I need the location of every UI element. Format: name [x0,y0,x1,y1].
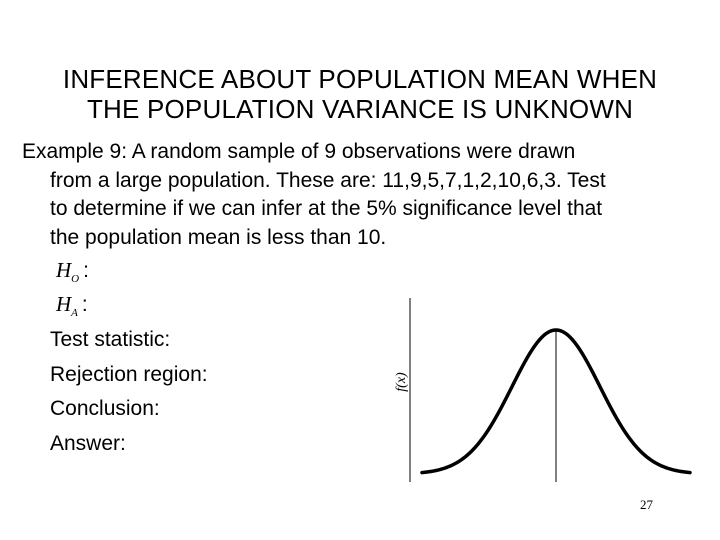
example-line-3: to determine if we can infer at the 5% s… [50,197,603,220]
step-test-statistic: Test statistic: [50,328,171,351]
alt-hypothesis-symbol: H [56,292,72,316]
title-line-2: THE POPULATION VARIANCE IS UNKNOWN [86,94,634,124]
example-label: Example 9: [22,140,128,163]
example-line-1-text: A random sample of 9 observations were d… [127,140,576,163]
null-hypothesis-subscript: O [71,273,80,285]
page-number: 27 [640,497,653,512]
step-rejection-region: Rejection region: [50,362,208,386]
distribution-graph: f(x) [394,298,692,482]
null-hypothesis: HO: [56,258,89,285]
alt-hypothesis-colon: : [81,293,88,316]
null-hypothesis-symbol: H [56,258,72,282]
slide-title: INFERENCE ABOUT POPULATION MEAN WHEN THE… [0,64,720,124]
example-line-2: from a large population. These are: 11,9… [50,168,606,192]
test-steps-list: Test statistic: Rejection region: Conclu… [50,326,208,464]
y-axis-label: f(x) [394,372,409,392]
example-line-4: the population mean is less than 10. [50,225,387,249]
example-text: Example 9: A random sample of 9 observat… [22,138,702,252]
step-answer: Answer: [50,431,126,455]
example-line-1: Example 9: A random sample of 9 observat… [22,138,702,167]
title-line-1: INFERENCE ABOUT POPULATION MEAN WHEN [62,64,658,94]
bell-curve [420,328,692,475]
alternative-hypothesis: HA: [56,292,88,319]
null-hypothesis-colon: : [83,259,89,282]
step-conclusion: Conclusion: [50,397,160,420]
alt-hypothesis-subscript: A [71,307,78,319]
